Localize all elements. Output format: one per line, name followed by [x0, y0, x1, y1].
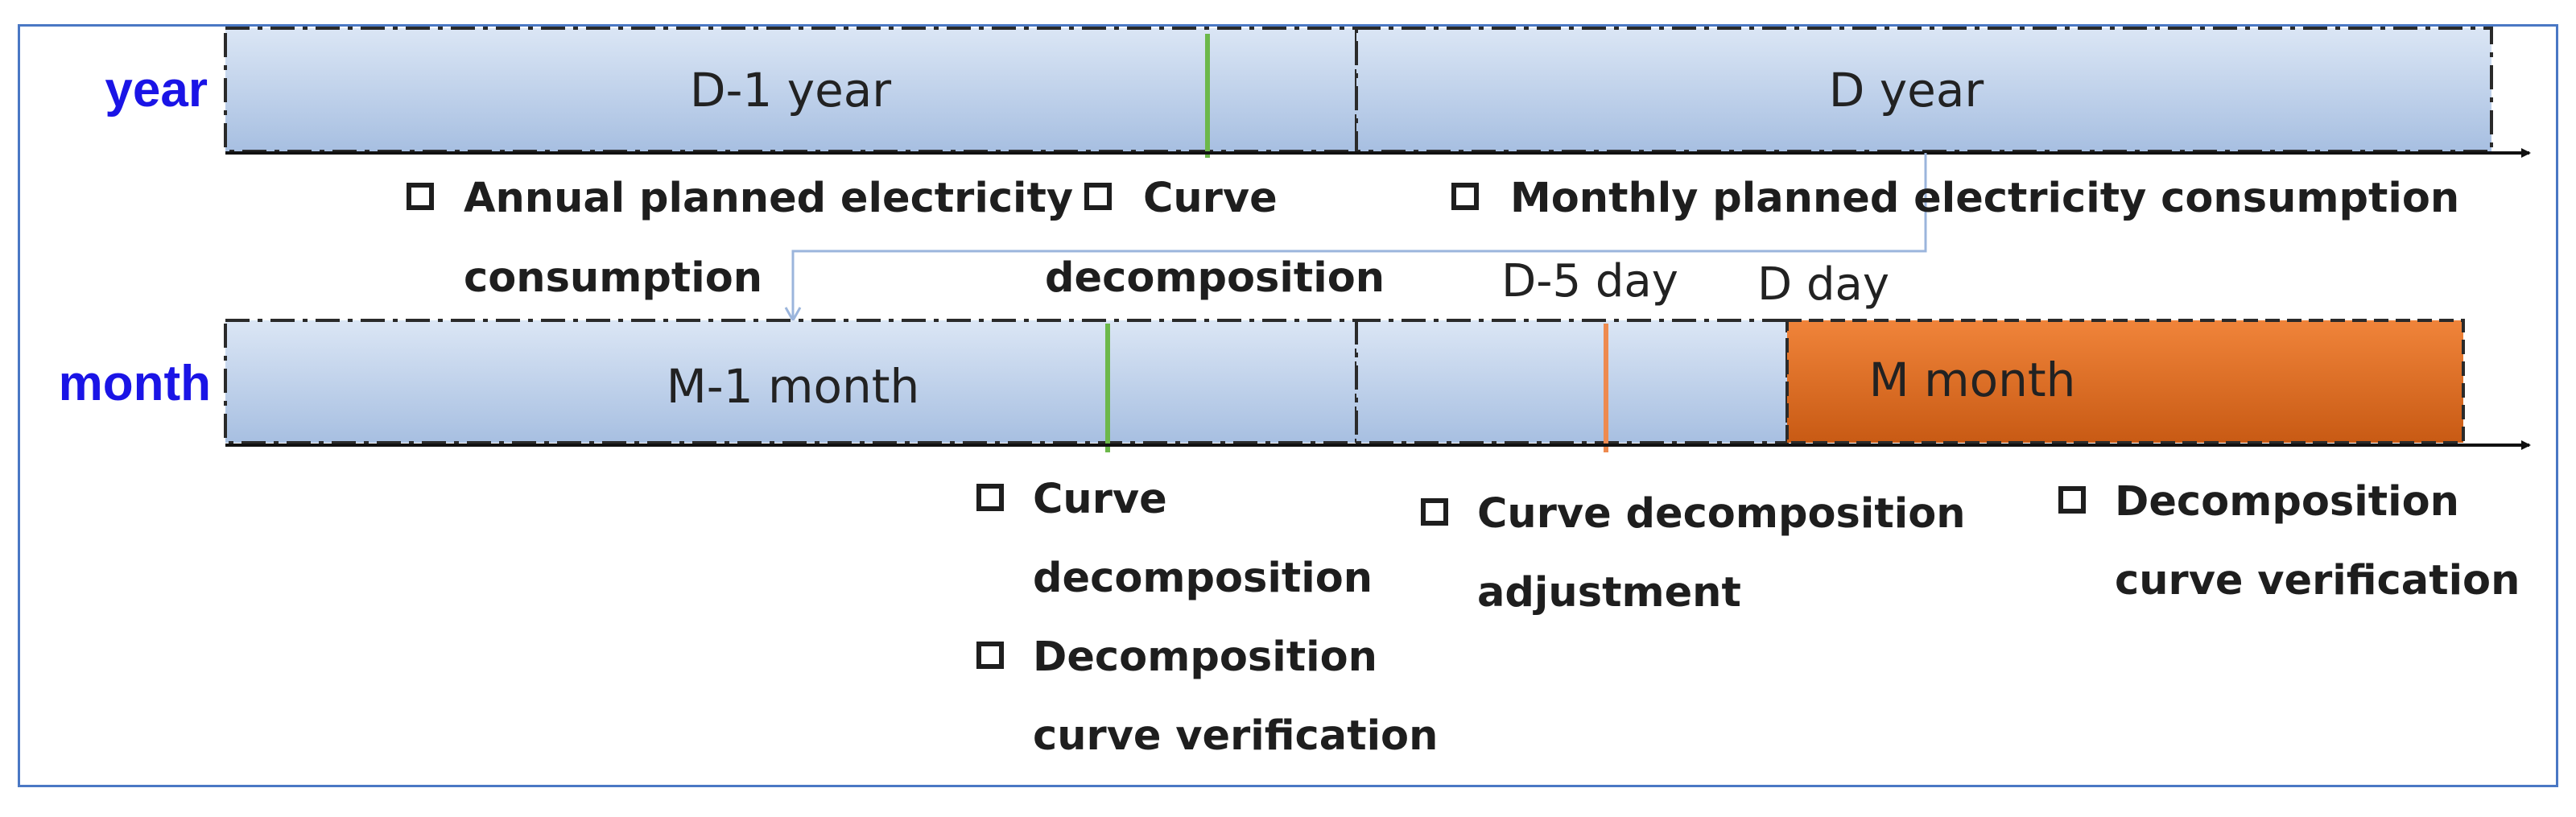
task-line: decomposition — [1033, 555, 1373, 602]
month-task-curve-adjustment: Curve decomposition adjustment — [1421, 490, 1966, 617]
task-line: Curve decomposition — [1477, 490, 1966, 538]
task-line: decomposition — [1045, 254, 1385, 302]
checkbox-icon — [976, 642, 1004, 669]
period-bar-m-month: M month — [1785, 319, 2465, 444]
day-marker-d: D day — [1757, 258, 1889, 311]
task-line: Curve — [1143, 175, 1278, 222]
period-bar-transition — [1355, 319, 1789, 444]
day-marker-d-5: D-5 day — [1501, 255, 1678, 307]
task-line: Monthly planned electricity consumption — [1510, 175, 2459, 222]
task-line: Decomposition — [2115, 478, 2459, 526]
task-line: Curve — [1033, 476, 1167, 523]
period-bar-d-1-year: D-1 year — [224, 27, 1358, 153]
checkbox-icon — [2058, 486, 2086, 514]
checkbox-icon — [1084, 183, 1112, 210]
checkbox-icon — [407, 183, 434, 210]
task-line: consumption — [464, 254, 762, 302]
row-label-month: month — [59, 356, 211, 411]
month-task-decomposition-verification-2: Decomposition curve verification — [2058, 478, 2520, 604]
connector-arrow — [793, 153, 1927, 320]
period-label: D-1 year — [690, 63, 891, 118]
checkbox-icon — [1421, 498, 1448, 526]
task-line: curve verification — [1033, 712, 1438, 760]
task-line: Decomposition — [1033, 633, 1377, 681]
task-line: adjustment — [1477, 569, 1741, 617]
period-bar-d-year: D year — [1355, 27, 2493, 153]
period-bar-m-1-month: M-1 month — [224, 319, 1358, 444]
checkbox-icon — [1451, 183, 1479, 210]
task-line: curve verification — [2115, 557, 2520, 604]
year-task-annual-planned: Annual planned electricity consumption — [407, 175, 1073, 302]
diagram-frame — [18, 24, 2558, 787]
year-task-curve-decomposition: Curve decomposition — [1045, 175, 1385, 302]
row-label-year: year — [105, 62, 208, 118]
year-task-monthly-planned: Monthly planned electricity consumption — [1451, 175, 2459, 222]
period-label: M-1 month — [667, 359, 920, 414]
month-task-curve-decomposition: Curve decomposition — [976, 476, 1373, 602]
period-label: M month — [1869, 353, 2076, 407]
task-line: Annual planned electricity — [464, 175, 1073, 222]
checkbox-icon — [976, 484, 1004, 511]
period-label: D year — [1829, 63, 1984, 118]
month-task-decomposition-verification-1: Decomposition curve verification — [976, 633, 1438, 760]
